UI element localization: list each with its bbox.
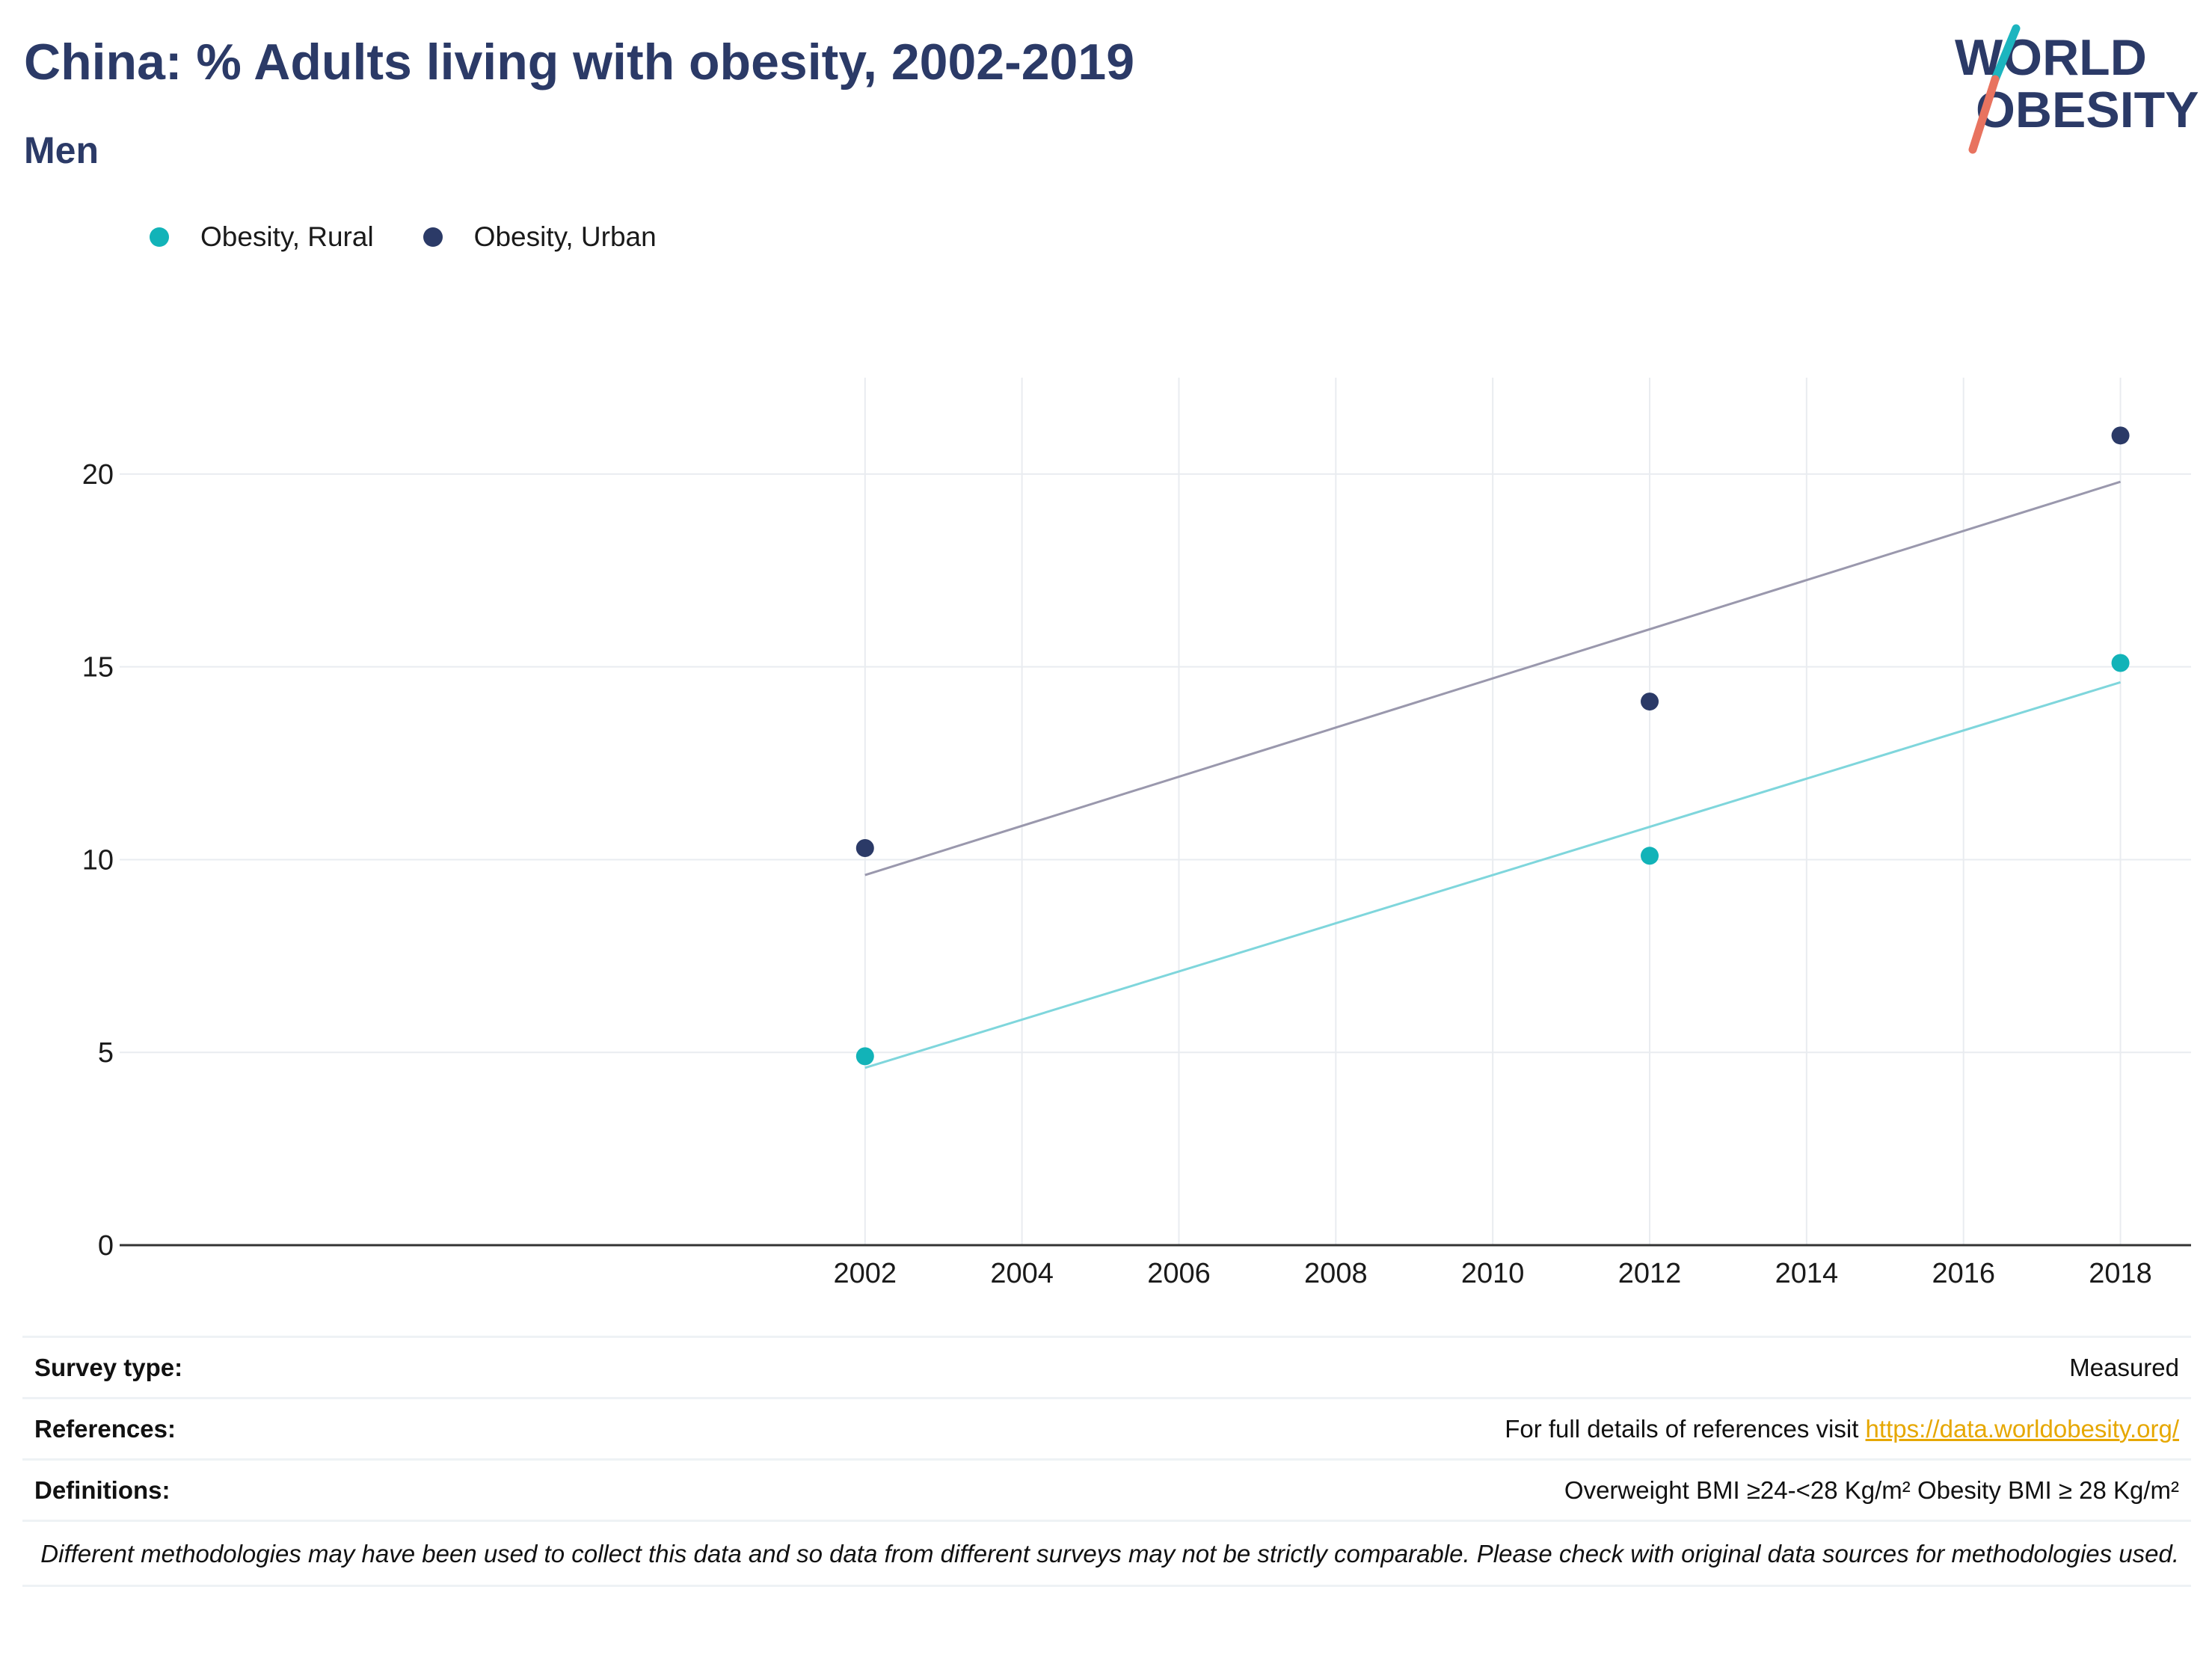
- x-tick-label-2018: 2018: [2089, 1258, 2152, 1289]
- logo-text-obesity: OBESITY: [1976, 82, 2199, 138]
- y-tick-label-15: 15: [82, 652, 114, 684]
- trendline-urban: [864, 480, 2122, 876]
- methodology-note: Different methodologies may have been us…: [22, 1520, 2191, 1587]
- references-link[interactable]: https://data.worldobesity.org/: [1865, 1414, 2179, 1443]
- y-tick-label-5: 5: [98, 1037, 114, 1069]
- references-value: For full details of references visit htt…: [1505, 1415, 2179, 1443]
- y-tick-label-0: 0: [98, 1230, 114, 1262]
- legend-label-rural: Obesity, Rural: [200, 221, 374, 252]
- page-title: China: % Adults living with obesity, 200…: [24, 34, 1135, 90]
- logo-text-world: WORLD: [1955, 29, 2147, 86]
- trendline-rural: [864, 681, 2122, 1069]
- survey-type-value: Measured: [2069, 1353, 2179, 1381]
- legend-marker-rural: [150, 227, 169, 247]
- data-point-rural-2018: [2111, 654, 2130, 672]
- x-tick-label-2014: 2014: [1775, 1258, 1839, 1289]
- data-point-urban-2012: [1641, 693, 1659, 711]
- logo-slash-top: [1991, 24, 2021, 84]
- x-tick-label-2002: 2002: [834, 1258, 897, 1289]
- data-point-rural-2012: [1641, 847, 1659, 865]
- definitions-label: Definitions:: [34, 1476, 170, 1504]
- info-row-survey-type: Survey type: Measured: [22, 1336, 2191, 1397]
- data-point-urban-2002: [855, 838, 874, 857]
- chart-legend: Obesity, Rural Obesity, Urban: [150, 221, 706, 253]
- x-tick-label-2012: 2012: [1618, 1258, 1682, 1289]
- y-tick-label-10: 10: [82, 844, 114, 876]
- legend-item-urban[interactable]: Obesity, Urban: [423, 221, 657, 253]
- survey-type-label: Survey type:: [34, 1353, 183, 1381]
- x-tick-label-2016: 2016: [1932, 1258, 1995, 1289]
- legend-label-urban: Obesity, Urban: [473, 221, 657, 252]
- info-table: Survey type: Measured References: For fu…: [22, 1336, 2191, 1587]
- legend-marker-urban: [423, 227, 443, 247]
- x-tick-label-2004: 2004: [990, 1258, 1054, 1289]
- data-point-rural-2002: [855, 1047, 874, 1066]
- data-point-urban-2018: [2111, 426, 2130, 445]
- logo-slash-bottom: [1968, 75, 2000, 154]
- info-row-definitions: Definitions: Overweight BMI ≥24-<28 Kg/m…: [22, 1458, 2191, 1520]
- references-label: References:: [34, 1414, 176, 1443]
- x-tick-label-2008: 2008: [1304, 1258, 1368, 1289]
- y-tick-label-20: 20: [82, 459, 114, 491]
- world-obesity-logo: WORLD OBESITY: [1955, 24, 2199, 154]
- x-tick-label-2010: 2010: [1461, 1258, 1525, 1289]
- definitions-value: Overweight BMI ≥24-<28 Kg/m² Obesity BMI…: [1564, 1476, 2179, 1504]
- legend-item-rural[interactable]: Obesity, Rural: [150, 221, 374, 253]
- info-row-references: References: For full details of referenc…: [22, 1397, 2191, 1458]
- page-subtitle: Men: [24, 129, 99, 171]
- references-text: For full details of references visit: [1505, 1414, 1866, 1443]
- scatter-chart: 2002 2004 2006 2008 2010 2012 2014 2016 2018 0 5 10…: [82, 378, 2191, 1289]
- x-tick-label-2006: 2006: [1147, 1258, 1211, 1289]
